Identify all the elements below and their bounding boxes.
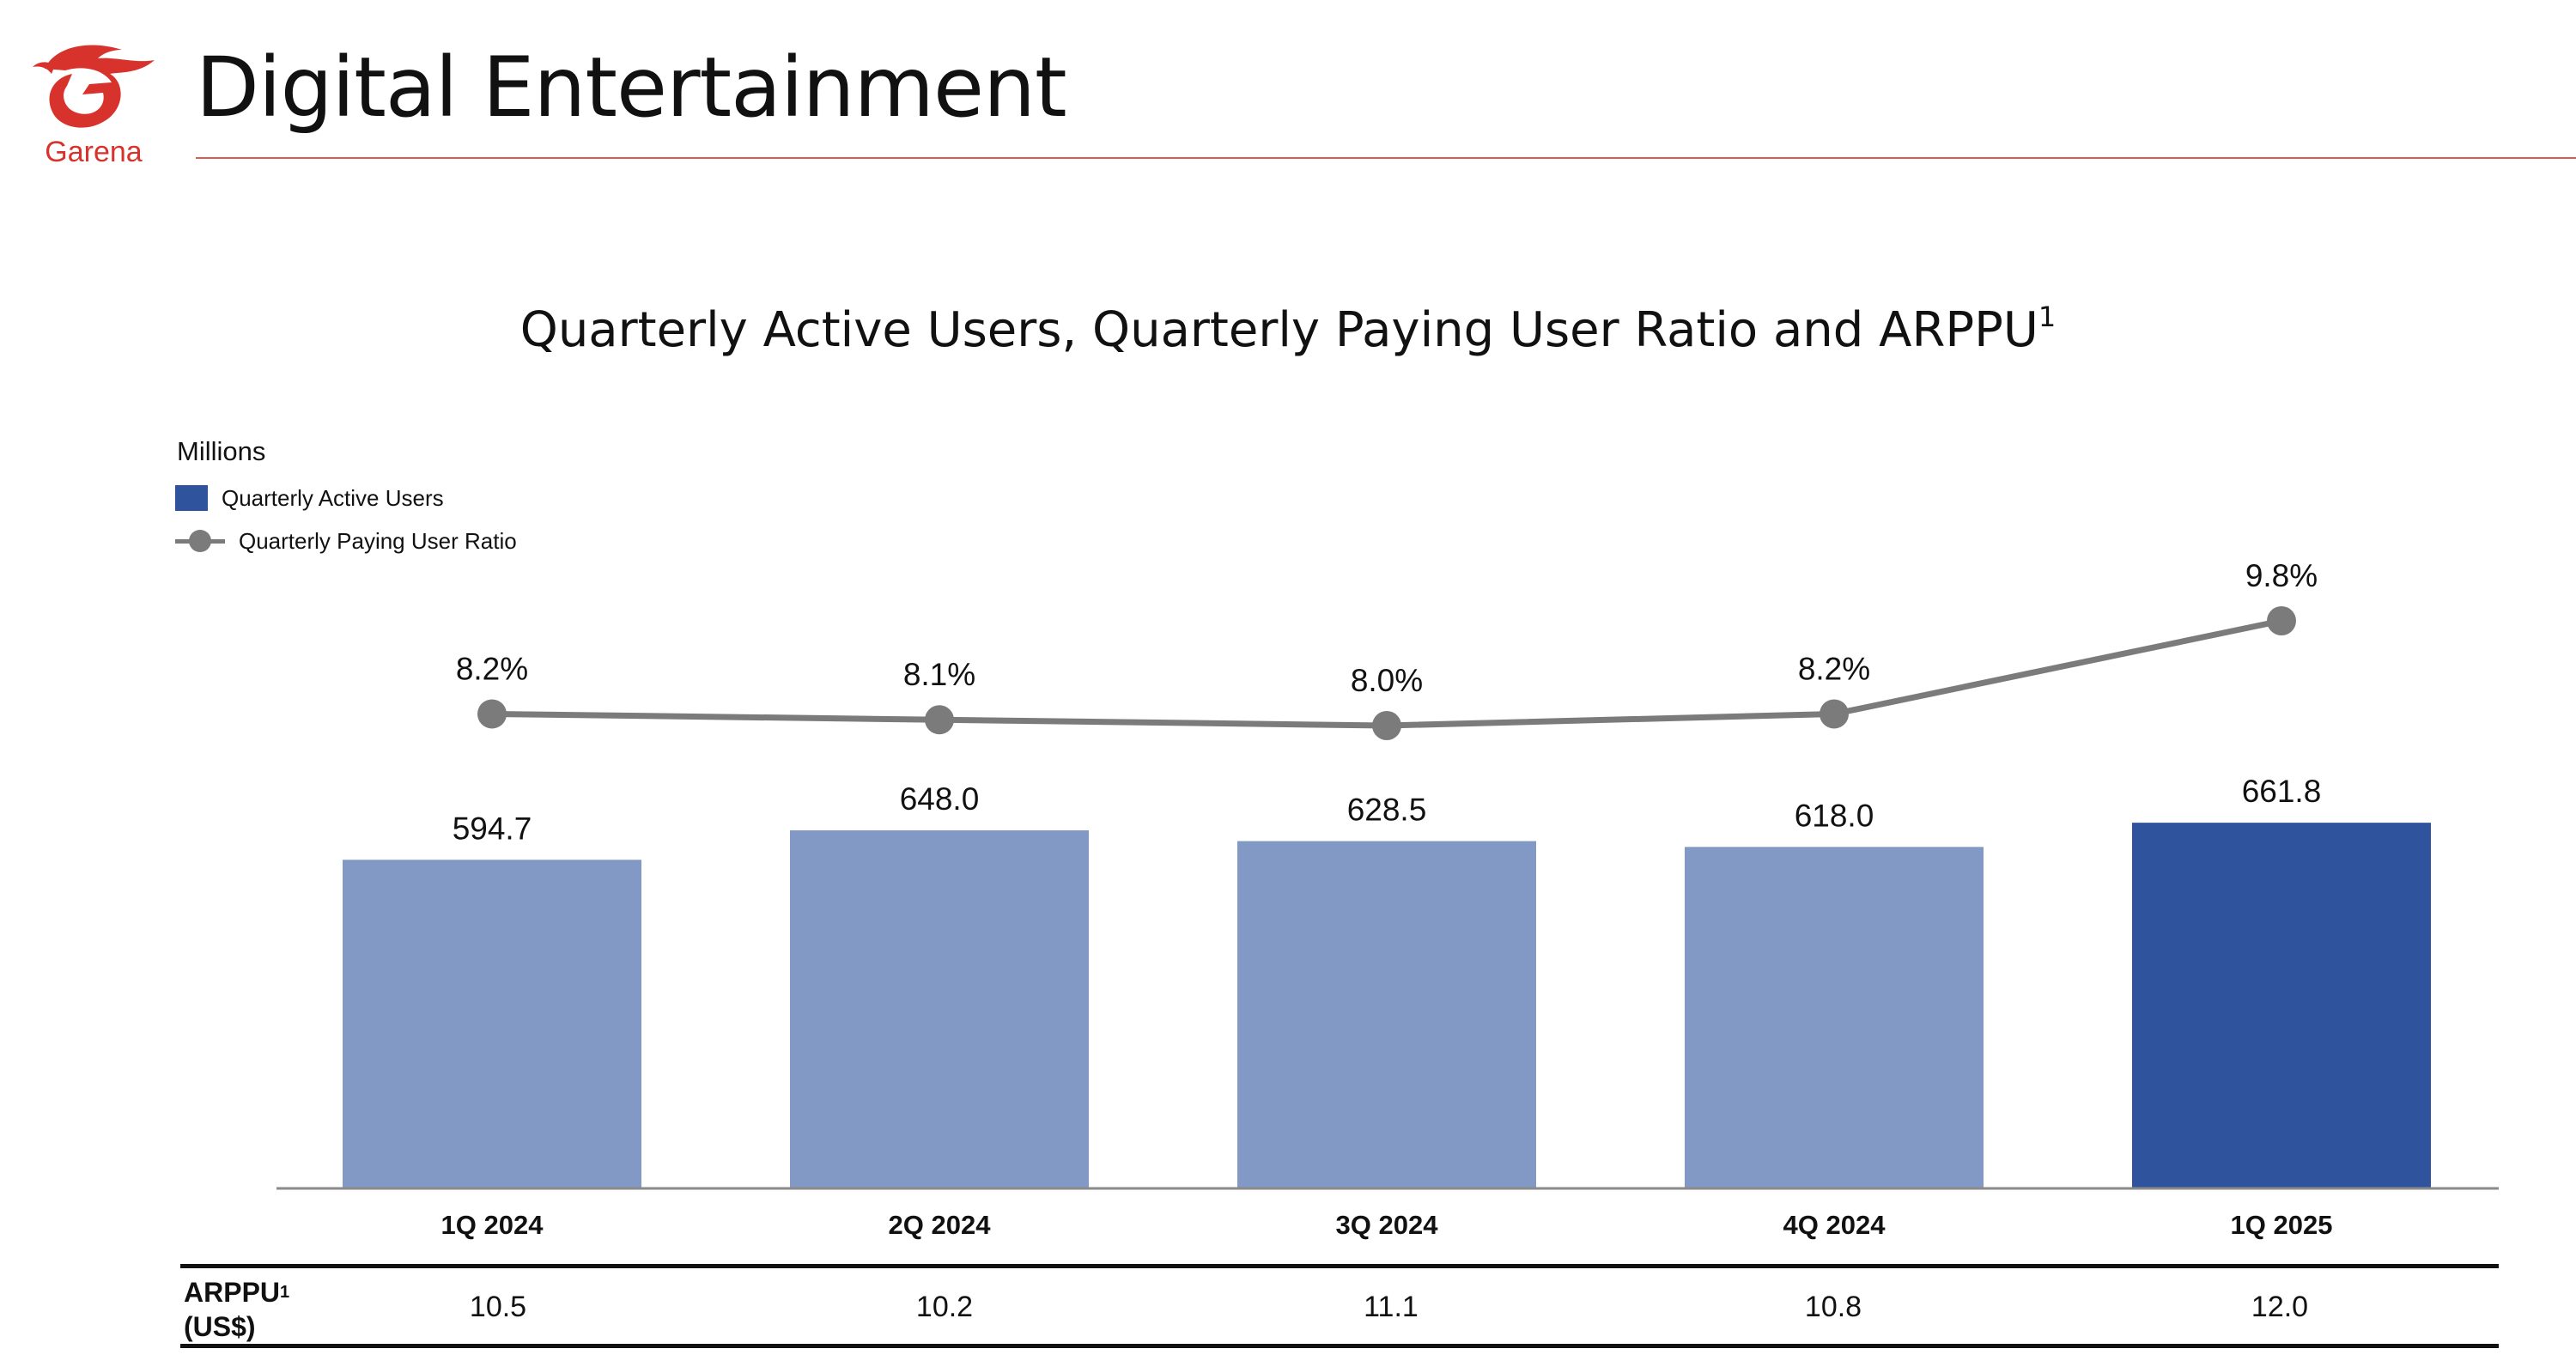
arppu-label-text: ARPPU	[184, 1277, 281, 1308]
chart-title: Quarterly Active Users, Quarterly Paying…	[0, 301, 2576, 358]
paying-ratio-label: 8.2%	[456, 651, 528, 686]
y-unit-label: Millions	[177, 436, 266, 466]
bar-3q-2024	[1237, 841, 1536, 1188]
x-tick-label: 1Q 2024	[441, 1210, 544, 1240]
legend-label-paying-ratio: Quarterly Paying User Ratio	[239, 527, 517, 554]
legend-item-paying-ratio: Quarterly Paying User Ratio	[175, 526, 517, 556]
arppu-value: 10.2	[915, 1291, 974, 1323]
bar-4q-2024	[1685, 847, 1984, 1188]
combo-chart: 594.7 648.0 628.5 618.0 661.8 1Q 2024 2Q 2024…	[276, 558, 2499, 1240]
paying-ratio-point	[477, 699, 507, 729]
chart-title-footnote: 1	[2038, 301, 2057, 333]
title-divider	[196, 157, 2576, 159]
garena-logo: Garena	[29, 34, 167, 172]
paying-ratio-line-layer: 8.2% 8.1% 8.0% 8.2% 9.8%	[456, 558, 2318, 740]
chart-title-text: Quarterly Active Users, Quarterly Paying…	[519, 302, 2038, 358]
paying-ratio-label: 8.0%	[1351, 663, 1423, 698]
garena-logo-text: Garena	[45, 136, 143, 168]
garena-dragon-icon	[33, 45, 155, 128]
x-tick-labels: 1Q 2024 2Q 2024 3Q 2024 4Q 2024 1Q 2025	[441, 1210, 2333, 1240]
x-tick-label: 3Q 2024	[1336, 1210, 1439, 1240]
bars-layer: 594.7 648.0 628.5 618.0 661.8	[343, 774, 2431, 1188]
arppu-label-footnote: 1	[280, 1283, 290, 1302]
legend-label-active-users: Quarterly Active Users	[222, 484, 444, 511]
x-tick-label: 1Q 2025	[2231, 1210, 2333, 1240]
arppu-value: 10.5	[469, 1291, 527, 1323]
paying-ratio-point	[1820, 699, 1849, 729]
arppu-value: 12.0	[2251, 1291, 2309, 1323]
bar-1q-2025	[2132, 823, 2431, 1188]
bar-value-label: 618.0	[1795, 798, 1874, 833]
paying-ratio-label: 8.1%	[903, 657, 975, 692]
bar-value-label: 661.8	[2242, 774, 2322, 809]
bar-value-label: 628.5	[1347, 793, 1427, 828]
x-tick-label: 4Q 2024	[1783, 1210, 1886, 1240]
legend-item-active-users: Quarterly Active Users	[175, 483, 444, 513]
bar-1q-2024	[343, 860, 641, 1188]
arppu-value: 11.1	[1364, 1291, 1419, 1323]
arppu-value: 10.8	[1804, 1291, 1862, 1323]
paying-ratio-point	[925, 705, 954, 735]
legend-swatch-bar	[175, 485, 208, 511]
paying-ratio-label: 8.2%	[1798, 651, 1870, 686]
legend-swatch-line	[175, 528, 225, 554]
bar-2q-2024	[790, 830, 1089, 1188]
paying-ratio-label: 9.8%	[2245, 558, 2318, 593]
arppu-label-unit: (US$)	[184, 1311, 256, 1342]
arppu-table: ARPPU1 (US$) 10.5 10.2 11.1 10.8 12.0	[180, 1264, 2499, 1348]
arppu-label: ARPPU1 (US$)	[184, 1275, 289, 1344]
x-tick-label: 2Q 2024	[889, 1210, 992, 1240]
bar-value-label: 648.0	[900, 781, 980, 817]
page-title: Digital Entertainment	[196, 39, 1067, 136]
bar-value-label: 594.7	[453, 811, 532, 846]
paying-ratio-point	[1372, 711, 1401, 740]
paying-ratio-point	[2267, 606, 2296, 635]
